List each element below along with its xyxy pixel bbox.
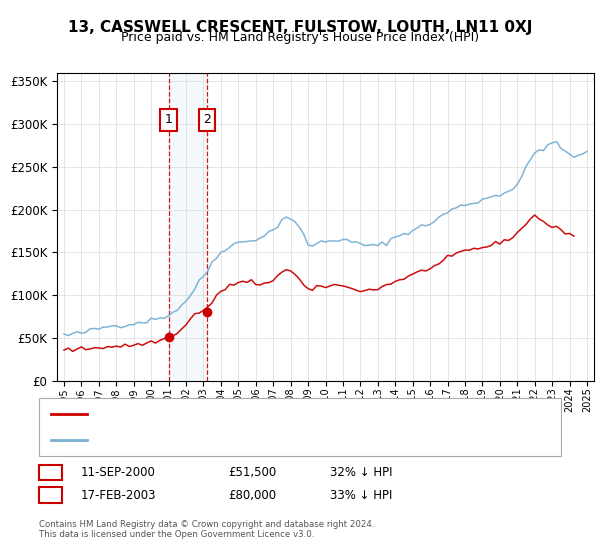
Bar — [169, 73, 207, 381]
Text: 1: 1 — [164, 113, 173, 127]
Text: 2: 2 — [203, 113, 211, 127]
Text: 1: 1 — [46, 466, 55, 479]
Text: Price paid vs. HM Land Registry's House Price Index (HPI): Price paid vs. HM Land Registry's House … — [121, 31, 479, 44]
Text: 2: 2 — [46, 488, 55, 502]
Text: £51,500: £51,500 — [228, 466, 276, 479]
Text: 33% ↓ HPI: 33% ↓ HPI — [330, 488, 392, 502]
Text: 13, CASSWELL CRESCENT, FULSTOW, LOUTH, LN11 0XJ (detached house): 13, CASSWELL CRESCENT, FULSTOW, LOUTH, L… — [96, 409, 478, 419]
Text: £80,000: £80,000 — [228, 488, 276, 502]
Text: HPI: Average price, detached house, East Lindsey: HPI: Average price, detached house, East… — [96, 435, 355, 445]
Text: 17-FEB-2003: 17-FEB-2003 — [81, 488, 157, 502]
Text: Contains HM Land Registry data © Crown copyright and database right 2024.
This d: Contains HM Land Registry data © Crown c… — [39, 520, 374, 539]
Text: 13, CASSWELL CRESCENT, FULSTOW, LOUTH, LN11 0XJ: 13, CASSWELL CRESCENT, FULSTOW, LOUTH, L… — [68, 20, 532, 35]
Text: 11-SEP-2000: 11-SEP-2000 — [81, 466, 156, 479]
Text: 32% ↓ HPI: 32% ↓ HPI — [330, 466, 392, 479]
